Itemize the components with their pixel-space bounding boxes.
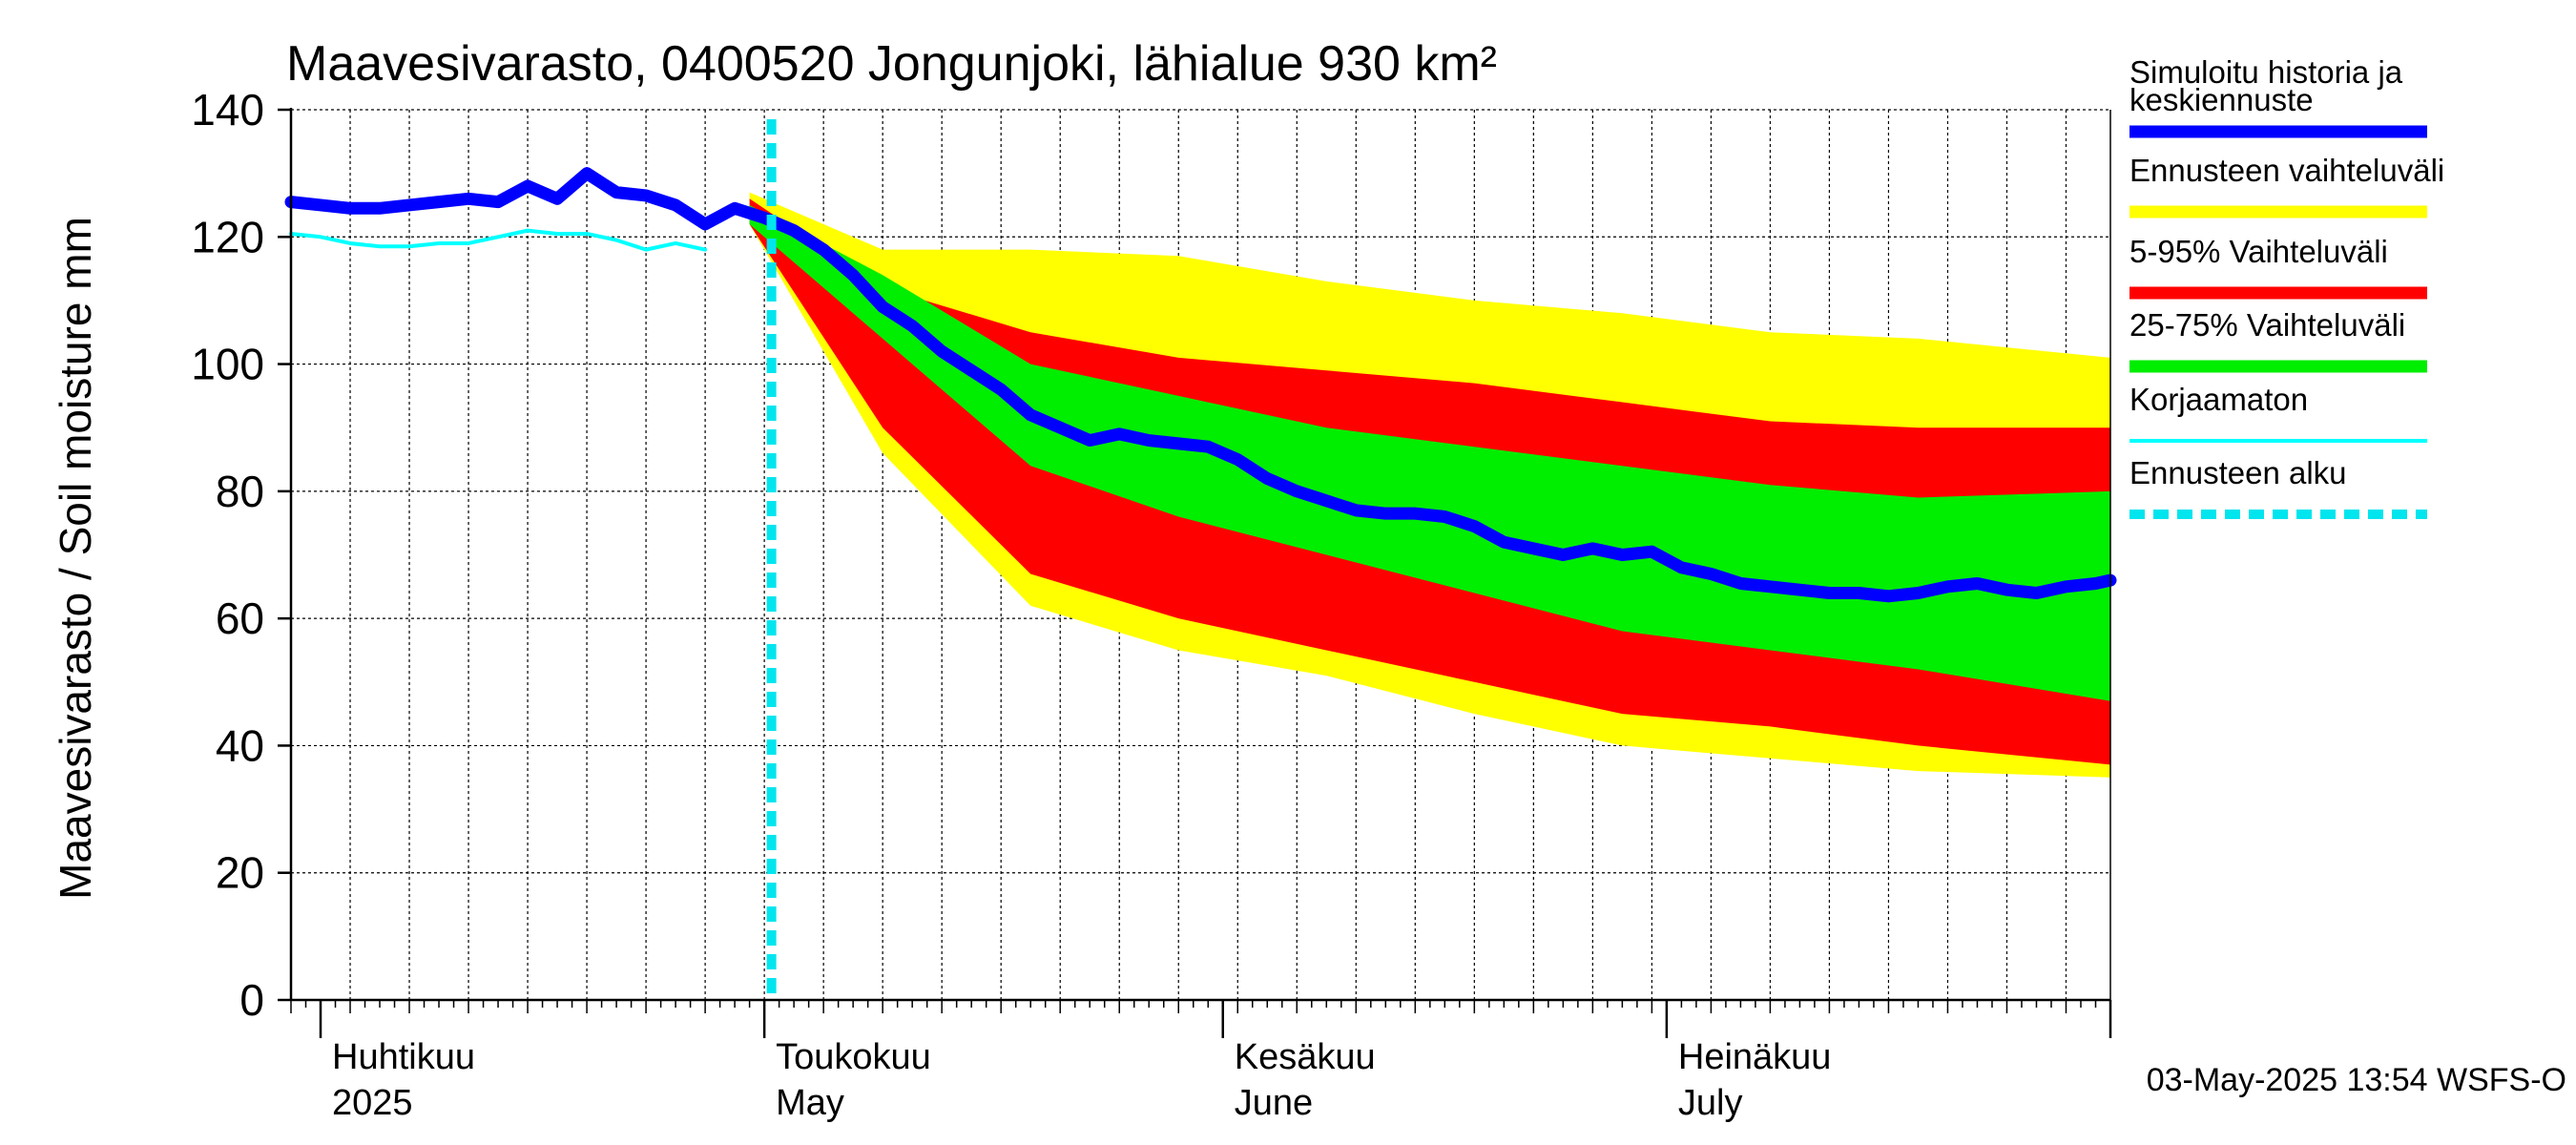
- legend-label: 5-95% Vaihteluväli: [2129, 234, 2388, 269]
- month-label-en: May: [776, 1083, 844, 1123]
- month-label-en: 2025: [332, 1083, 413, 1123]
- axes: 0 20 40 60 80 100 120 140 Huhtikuu 2025 Toukokuu Ma…: [191, 85, 2112, 1123]
- legend-label: Korjaamaton: [2129, 382, 2308, 417]
- legend-label-part: keskiennuste: [2129, 82, 2314, 117]
- month-label-en: July: [1678, 1083, 1743, 1123]
- chart-title: Maavesivarasto, 0400520 Jongunjoki, lähi…: [286, 36, 1497, 92]
- month-label-en: June: [1235, 1083, 1313, 1123]
- y-axis-label: Maavesivarasto / Soil moisture mm: [51, 217, 100, 900]
- y-tick-label: 140: [191, 85, 264, 135]
- month-label-fi: Toukokuu: [776, 1037, 931, 1077]
- y-tick-label: 100: [191, 340, 264, 389]
- legend-label-part: Simuloitu historia ja: [2129, 54, 2403, 90]
- data-lines: [284, 119, 2117, 1000]
- legend-label: Ennusteen vaihteluväli: [2129, 153, 2444, 188]
- timestamp-footer: 03-May-2025 13:54 WSFS-O: [2147, 1062, 2566, 1098]
- y-tick-label: 40: [216, 720, 264, 770]
- y-tick-label: 60: [216, 593, 264, 643]
- y-tick-label: 80: [216, 467, 264, 516]
- legend-label: 25-75% Vaihteluväli: [2129, 307, 2405, 343]
- band-2: [749, 204, 2111, 701]
- month-label-fi: Heinäkuu: [1678, 1037, 1832, 1077]
- series-line-0: [284, 167, 2117, 603]
- y-tick-label: 20: [216, 848, 264, 898]
- month-label-fi: Huhtikuu: [332, 1037, 475, 1077]
- forecast-bands: [749, 192, 2111, 778]
- y-tick-label: 120: [191, 212, 264, 261]
- month-label-fi: Kesäkuu: [1235, 1037, 1376, 1077]
- legend-label: Ennusteen alku: [2129, 455, 2347, 490]
- legend-label-line1: Simuloitu historia ja keskiennuste: [2129, 54, 2403, 117]
- y-tick-label: 0: [239, 975, 264, 1025]
- legend: Simuloitu historia ja keskiennuste Ennuste…: [2129, 54, 2444, 519]
- series-line-1: [289, 228, 708, 252]
